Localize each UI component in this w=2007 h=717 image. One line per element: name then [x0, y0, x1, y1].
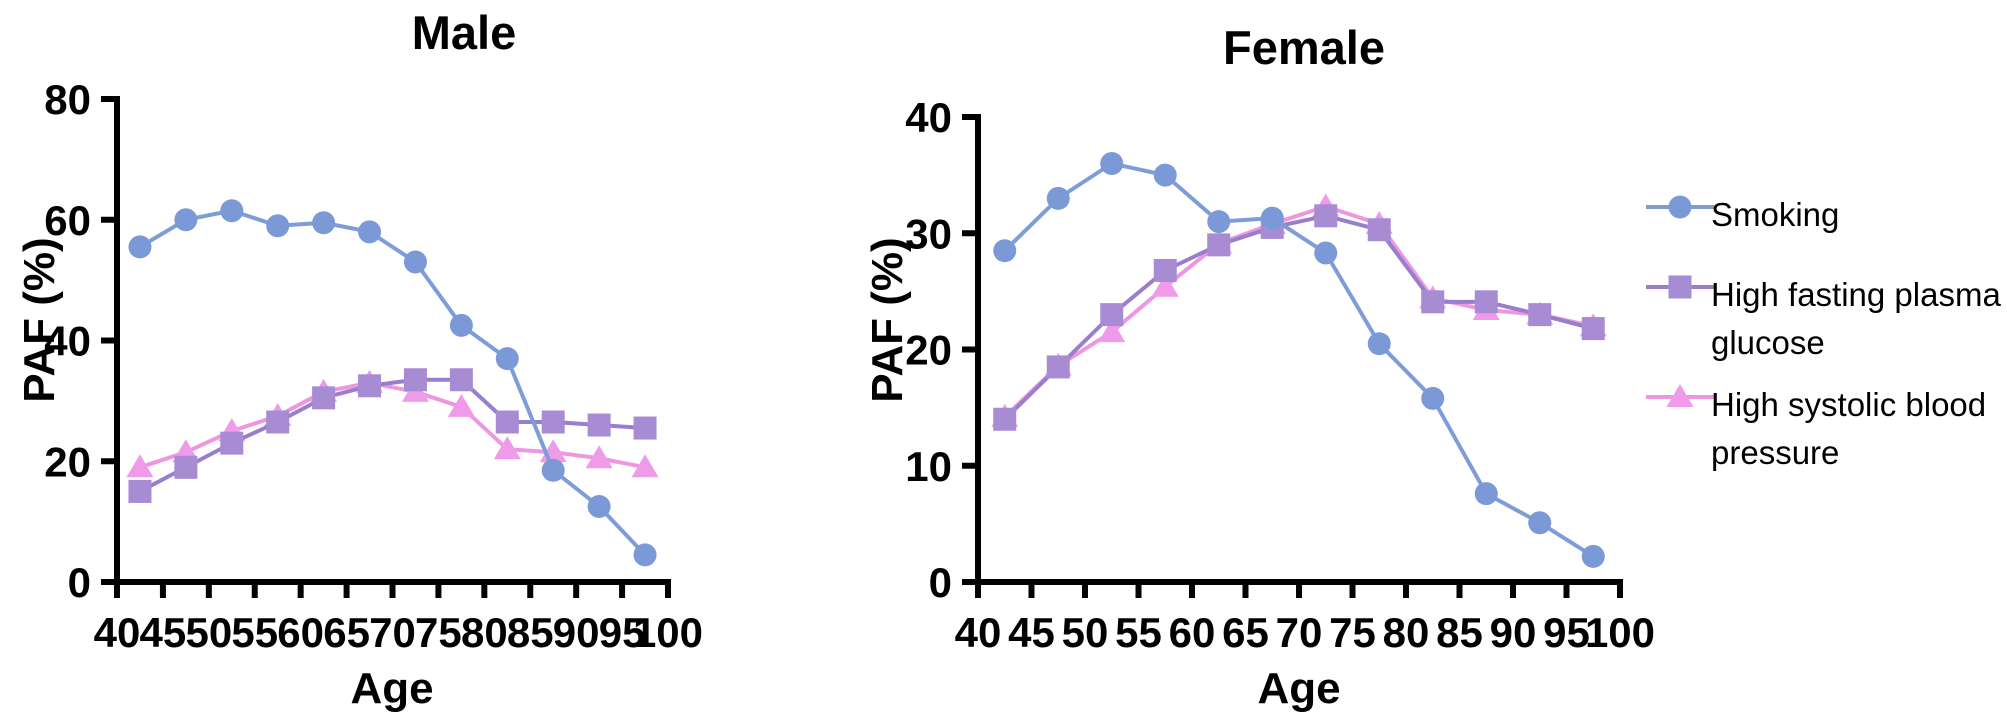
male-y-axis-label: PAF (%): [15, 237, 64, 403]
female-panel-title: Female: [1223, 21, 1385, 74]
female-axes: [975, 114, 1623, 585]
legend-label-line: High systolic blood: [1711, 386, 1987, 423]
x-tick-label: 45: [1008, 609, 1055, 656]
female-y-axis-label: PAF (%): [863, 237, 912, 403]
sbp-triangle-swatch-icon: [1644, 374, 1716, 420]
y-tick-label: 30: [905, 210, 952, 257]
x-tick-label: 95: [599, 609, 646, 656]
x-tick-label: 60: [277, 609, 324, 656]
y-tick-label: 80: [44, 76, 91, 123]
x-tick-label: 85: [1436, 609, 1483, 656]
y-tick-label: 20: [905, 327, 952, 374]
legend-label-line: Smoking: [1711, 196, 1840, 233]
y-tick-label: 0: [68, 559, 91, 606]
x-tick-label: 60: [1169, 609, 1216, 656]
x-tick-label: 75: [415, 609, 462, 656]
y-tick-label: 20: [44, 438, 91, 485]
x-tick-label: 70: [1276, 609, 1323, 656]
x-tick-label: 65: [1222, 609, 1269, 656]
x-tick-label: 90: [553, 609, 600, 656]
y-tick-label: 60: [44, 197, 91, 244]
glucose-square-swatch-icon: [1644, 264, 1716, 310]
x-tick-label: 90: [1490, 609, 1537, 656]
legend-label-sbp: High systolic blood pressure: [1711, 381, 1986, 477]
x-tick-label: 40: [94, 609, 141, 656]
female-series-circle: [993, 152, 1605, 568]
male-series-square: [128, 368, 657, 503]
legend-label-line: pressure: [1711, 434, 1840, 471]
x-tick-label: 40: [955, 609, 1002, 656]
female-series-square: [993, 204, 1605, 431]
female-x-axis-label: Age: [1257, 664, 1341, 713]
x-tick-label: 80: [461, 609, 508, 656]
y-tick-label: 40: [44, 318, 91, 365]
x-tick-label: 50: [1062, 609, 1109, 656]
legend-label-line: glucose: [1711, 324, 1825, 361]
male-series-circle: [128, 199, 657, 567]
y-tick-label: 40: [905, 94, 952, 141]
legend-label-glucose: High fasting plasma glucose: [1711, 271, 2001, 367]
smoking-circle-swatch-icon: [1644, 184, 1716, 230]
x-tick-label: 65: [323, 609, 370, 656]
x-tick-label: 95: [1543, 609, 1590, 656]
x-tick-label: 75: [1329, 609, 1376, 656]
male-axes: [114, 96, 671, 585]
x-tick-label: 85: [507, 609, 554, 656]
legend-label-smoking: Smoking: [1711, 191, 1839, 239]
y-tick-label: 10: [905, 443, 952, 490]
x-tick-label: 55: [1115, 609, 1162, 656]
x-tick-label: 55: [231, 609, 278, 656]
x-tick-label: 70: [369, 609, 416, 656]
y-tick-label: 0: [929, 559, 952, 606]
legend-label-line: High fasting plasma: [1711, 276, 2001, 313]
male-x-axis-label: Age: [350, 664, 434, 713]
x-tick-label: 50: [185, 609, 232, 656]
x-tick-label: 80: [1383, 609, 1430, 656]
x-tick-label: 100: [633, 609, 703, 656]
male-panel-title: Male: [411, 6, 517, 59]
x-tick-label: 100: [1585, 609, 1655, 656]
x-tick-label: 45: [140, 609, 187, 656]
